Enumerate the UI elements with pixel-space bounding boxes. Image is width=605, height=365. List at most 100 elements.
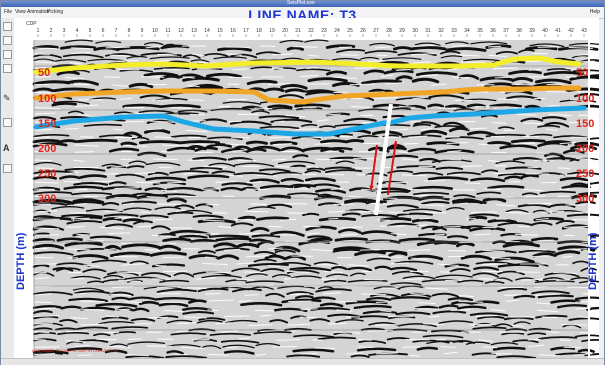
cdp-number: 15 xyxy=(217,28,223,34)
footer-note: LINE NAME: T3 TIME TO DEPTH CONVERTED xyxy=(32,348,118,353)
cdp-axis-label: CDP xyxy=(26,21,37,27)
cdp-number: 13 xyxy=(191,28,197,34)
horizon-layer xyxy=(33,55,587,137)
seismic-trough xyxy=(33,344,582,350)
depth-tick-right: 250 xyxy=(576,168,594,180)
tool-palette: ✎ A xyxy=(1,18,15,358)
seismic-trough xyxy=(33,158,592,163)
seismic-trough xyxy=(33,216,590,222)
seismic-reflector xyxy=(64,39,605,48)
seismic-trough xyxy=(33,104,560,110)
cdp-number: 30 xyxy=(412,28,418,34)
depth-tick-right: 100 xyxy=(576,93,594,105)
menu-file[interactable]: File xyxy=(4,9,13,15)
seismic-reflector xyxy=(32,310,509,319)
pick-icon[interactable] xyxy=(3,64,12,73)
seismic-trough xyxy=(33,82,604,88)
seismic-trough xyxy=(33,292,600,298)
cdp-number: 16 xyxy=(230,28,236,34)
seismic-trough xyxy=(33,171,586,177)
seismic-trough xyxy=(33,164,571,170)
cdp-number: 2 xyxy=(50,28,53,34)
seismic-trough xyxy=(33,299,589,305)
seismic-reflector xyxy=(87,279,604,286)
upthrow-arrow xyxy=(387,140,397,196)
pan-icon[interactable] xyxy=(3,50,12,59)
seismic-reflector xyxy=(32,200,596,209)
seismic-trough xyxy=(33,276,571,282)
depth-tick-left: 200 xyxy=(38,143,56,155)
menu-picking[interactable]: Picking xyxy=(47,9,64,15)
seismic-reflector xyxy=(32,174,589,184)
seismic-reflector xyxy=(32,236,593,246)
seismic-trough xyxy=(33,202,586,207)
cdp-number: 9 xyxy=(141,28,144,34)
seismic-reflector xyxy=(33,211,605,220)
depth-ticks-right: 50 100 150 200 250 300 xyxy=(576,67,594,205)
cdp-number: 35 xyxy=(477,28,483,34)
seismic-trough xyxy=(33,179,594,185)
seismic-reflector xyxy=(33,169,601,179)
menu-view[interactable]: View xyxy=(15,9,26,15)
cdp-number: 31 xyxy=(425,28,431,34)
downthrow-arrow xyxy=(370,144,378,191)
seismic-section-panel[interactable]: 1 2 3 4 5 6 7 8 9 10 11 12 13 14 15 16 17 18 19 20 21 22 23 24 2… xyxy=(14,18,605,360)
seismic-reflector xyxy=(56,257,591,267)
cdp-number: 26 xyxy=(360,28,366,34)
brush-icon[interactable]: ✎ xyxy=(3,93,11,103)
cdp-number: 8 xyxy=(128,28,131,34)
cdp-number: 34 xyxy=(464,28,470,34)
cdp-number: 36 xyxy=(490,28,496,34)
cdp-number: 6 xyxy=(102,28,105,34)
seismic-trough xyxy=(33,149,592,155)
seismic-trough xyxy=(33,141,577,148)
text-icon[interactable]: A xyxy=(3,143,10,153)
menu-animation[interactable]: Animation xyxy=(27,9,50,15)
cdp-number: 38 xyxy=(516,28,522,34)
cdp-number: 24 xyxy=(334,28,340,34)
cdp-number: 14 xyxy=(204,28,210,34)
seismic-reflector xyxy=(33,190,605,199)
seismic-trough xyxy=(33,209,597,215)
seismic-trough xyxy=(33,262,569,267)
seismic-trough xyxy=(33,270,577,274)
cdp-number: 28 xyxy=(386,28,392,34)
depth-tick-right: 150 xyxy=(576,118,594,130)
cdp-number: 43 xyxy=(581,28,587,34)
window-title: SeisPlot.exe xyxy=(287,0,315,6)
seismic-trough xyxy=(33,135,592,139)
cdp-number: 41 xyxy=(555,28,561,34)
seismic-reflector xyxy=(32,232,605,240)
section-gridlines xyxy=(33,40,590,358)
seismic-reflector xyxy=(32,304,605,313)
seismic-reflector xyxy=(33,55,590,64)
seismic-trough xyxy=(33,351,593,357)
cdp-number: 5 xyxy=(89,28,92,34)
orange-horizon xyxy=(33,85,582,105)
cdp-number: 23 xyxy=(321,28,327,34)
seismic-reflector xyxy=(32,193,598,205)
cdp-number: 3 xyxy=(63,28,66,34)
color-icon[interactable] xyxy=(3,164,12,173)
seismic-section-svg[interactable]: 1 2 3 4 5 6 7 8 9 10 11 12 13 14 15 16 17 18 19 20 21 22 23 24 2… xyxy=(14,18,605,360)
cdp-number: 40 xyxy=(542,28,548,34)
seismic-trough xyxy=(33,307,591,313)
ruler-icon[interactable] xyxy=(3,118,12,127)
cdp-number: 42 xyxy=(568,28,574,34)
pointer-icon[interactable] xyxy=(3,22,12,31)
seismic-reflector xyxy=(32,184,591,194)
depth-tick-right: 50 xyxy=(576,67,588,79)
zoom-icon[interactable] xyxy=(3,36,12,45)
downthrow-arrow-head xyxy=(369,185,374,190)
blue-horizon xyxy=(33,105,587,137)
cdp-number: 10 xyxy=(152,28,158,34)
cdp-number: 7 xyxy=(115,28,118,34)
menu-help[interactable]: Help xyxy=(589,9,600,15)
cdp-number: 33 xyxy=(451,28,457,34)
seismic-trough xyxy=(33,314,589,320)
status-bar xyxy=(1,358,604,365)
depth-tick-left: 50 xyxy=(38,67,50,79)
seismic-reflector xyxy=(66,340,519,350)
depth-ticks-left: 50 100 150 200 250 300 xyxy=(38,67,56,205)
